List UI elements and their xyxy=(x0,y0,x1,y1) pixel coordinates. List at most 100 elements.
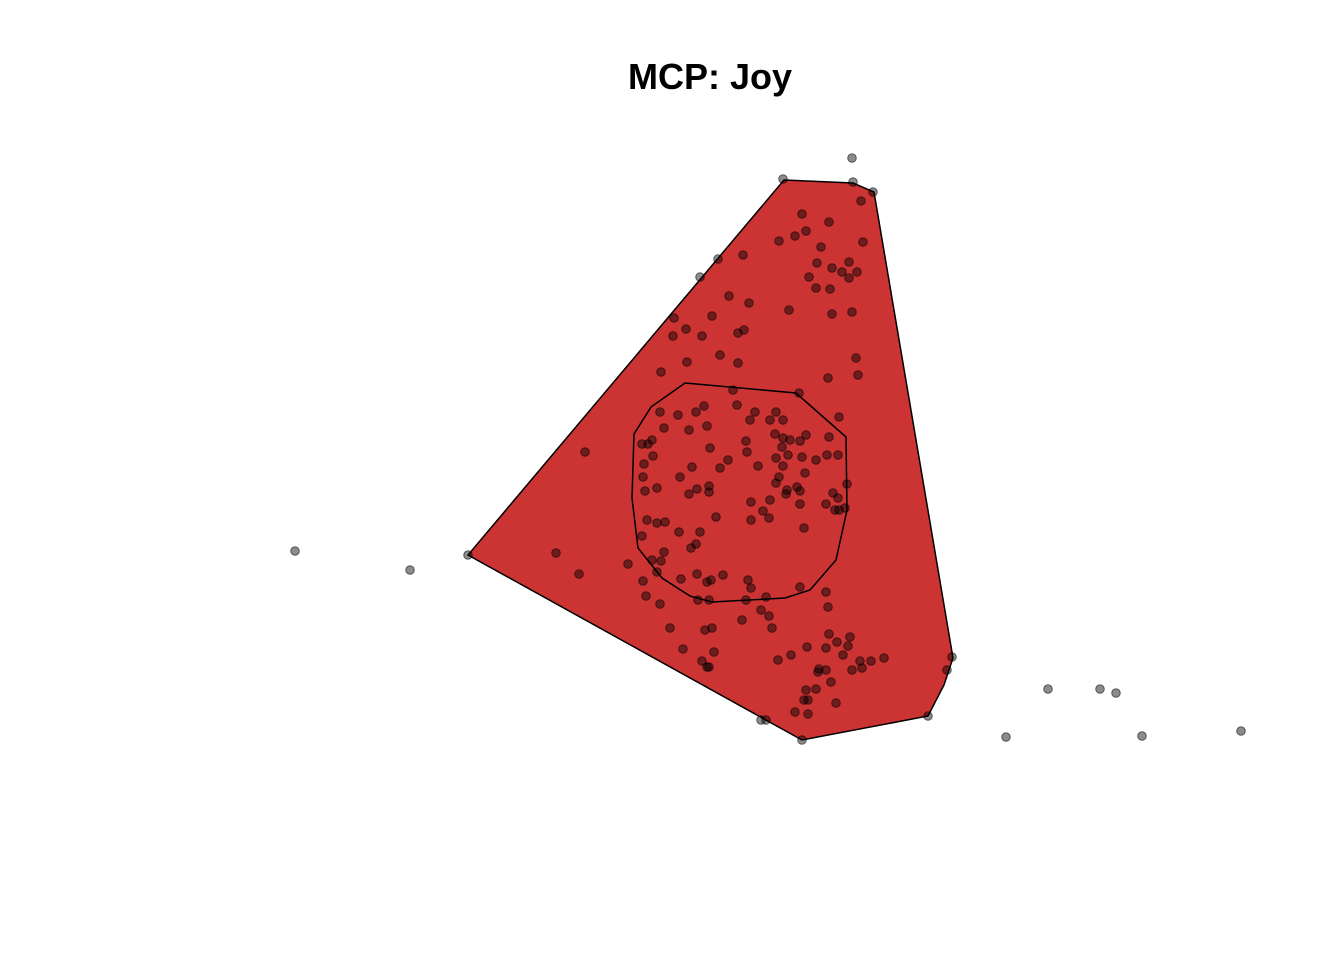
location-point xyxy=(753,461,763,471)
location-point xyxy=(551,548,561,558)
location-point xyxy=(290,546,300,556)
location-point xyxy=(778,461,788,471)
location-point xyxy=(838,650,848,660)
location-point xyxy=(695,272,705,282)
location-point xyxy=(637,531,647,541)
location-point xyxy=(790,707,800,717)
location-point xyxy=(652,518,662,528)
location-point xyxy=(801,226,811,236)
location-point xyxy=(831,698,841,708)
location-point xyxy=(828,488,838,498)
location-point xyxy=(700,625,710,635)
location-point xyxy=(834,505,844,515)
location-point xyxy=(673,410,683,420)
location-point xyxy=(686,543,696,553)
location-point xyxy=(797,209,807,219)
location-point xyxy=(842,479,852,489)
location-point xyxy=(770,429,780,439)
location-point xyxy=(765,415,775,425)
location-point xyxy=(765,495,775,505)
location-point xyxy=(853,370,863,380)
chart-title: MCP: Joy xyxy=(627,56,793,97)
outer-mcp-polygon xyxy=(466,179,954,741)
location-point xyxy=(852,267,862,277)
location-point xyxy=(702,421,712,431)
location-point xyxy=(848,177,858,187)
location-point xyxy=(847,665,857,675)
location-point xyxy=(715,463,725,473)
location-point xyxy=(847,307,857,317)
location-point xyxy=(733,358,743,368)
location-point xyxy=(692,484,702,494)
location-point xyxy=(655,599,665,609)
location-point xyxy=(707,623,717,633)
location-point xyxy=(665,623,675,633)
location-point xyxy=(640,486,650,496)
location-point xyxy=(816,242,826,252)
location-point xyxy=(405,565,415,575)
location-point xyxy=(800,468,810,478)
location-point xyxy=(691,407,701,417)
location-point xyxy=(656,556,666,566)
location-point xyxy=(790,231,800,241)
location-point xyxy=(758,506,768,516)
location-point xyxy=(844,257,854,267)
location-point xyxy=(675,472,685,482)
location-point xyxy=(824,629,834,639)
location-point xyxy=(813,667,823,677)
location-point xyxy=(718,570,728,580)
location-point xyxy=(827,309,837,319)
location-point xyxy=(777,442,787,452)
location-point xyxy=(655,407,665,417)
inner-mcp-polygon xyxy=(631,382,848,603)
location-point xyxy=(778,174,788,184)
location-point xyxy=(795,436,805,446)
location-point xyxy=(660,517,670,527)
location-point xyxy=(767,623,777,633)
location-point xyxy=(771,453,781,463)
location-point xyxy=(723,455,733,465)
location-point xyxy=(647,555,657,565)
location-point xyxy=(704,595,714,605)
location-point xyxy=(743,575,753,585)
location-point xyxy=(737,615,747,625)
location-point xyxy=(668,331,678,341)
location-point xyxy=(641,591,651,601)
location-point xyxy=(702,662,712,672)
location-point xyxy=(845,632,855,642)
location-point xyxy=(692,569,702,579)
location-point xyxy=(923,711,933,721)
location-point xyxy=(858,237,868,247)
location-point xyxy=(774,472,784,482)
location-point xyxy=(778,415,788,425)
location-point xyxy=(856,196,866,206)
location-point xyxy=(773,655,783,665)
location-point xyxy=(756,715,766,725)
location-point xyxy=(676,574,686,584)
location-point xyxy=(811,455,821,465)
location-point xyxy=(822,450,832,460)
location-point xyxy=(652,483,662,493)
location-point xyxy=(638,472,648,482)
location-point xyxy=(833,450,843,460)
location-point xyxy=(843,641,853,651)
location-point xyxy=(741,595,751,605)
location-point xyxy=(574,569,584,579)
location-point xyxy=(821,587,831,597)
location-point xyxy=(728,385,738,395)
location-point xyxy=(947,652,957,662)
location-point xyxy=(678,644,688,654)
location-point xyxy=(866,656,876,666)
location-point xyxy=(764,611,774,621)
location-point xyxy=(778,433,788,443)
location-point xyxy=(659,423,669,433)
location-point xyxy=(761,715,771,725)
location-point xyxy=(669,313,679,323)
location-point xyxy=(832,637,842,647)
location-point xyxy=(1001,732,1011,742)
location-point xyxy=(463,550,473,560)
location-point xyxy=(824,217,834,227)
location-point xyxy=(821,665,831,675)
location-point xyxy=(823,602,833,612)
location-point xyxy=(744,298,754,308)
